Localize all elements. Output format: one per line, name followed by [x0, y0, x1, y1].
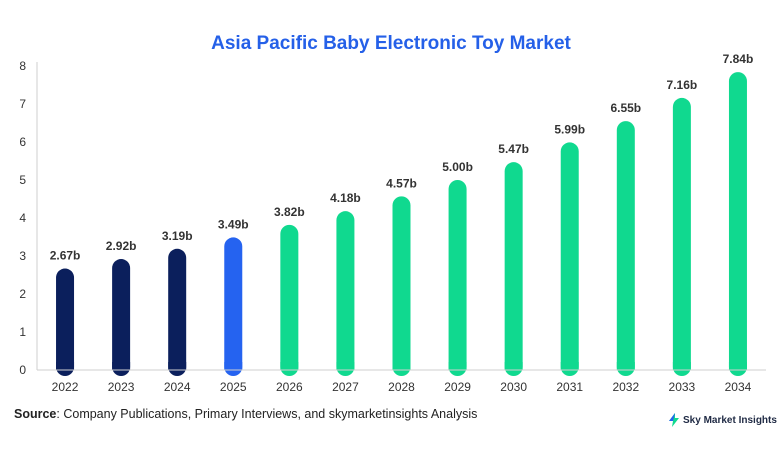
data-label: 7.84b [723, 52, 754, 66]
y-tick-label: 8 [19, 59, 26, 73]
x-tick-label: 2033 [669, 380, 696, 394]
bar [728, 72, 747, 376]
bar [112, 259, 131, 376]
x-tick-label: 2028 [388, 380, 415, 394]
bar-base [616, 362, 635, 370]
bar-base [448, 362, 467, 370]
y-tick-label: 6 [19, 135, 26, 149]
bar-base [672, 362, 691, 370]
x-tick-label: 2029 [444, 380, 471, 394]
data-label: 5.47b [498, 142, 529, 156]
y-tick-label: 2 [19, 287, 26, 301]
x-tick-label: 2023 [108, 380, 135, 394]
bar [616, 121, 635, 376]
brand-logo-icon [669, 413, 679, 427]
source-label: Source [14, 407, 57, 421]
bar [224, 237, 243, 376]
bar [504, 162, 523, 376]
data-label: 5.00b [442, 160, 473, 174]
bar-base [336, 362, 355, 370]
bar-base [280, 362, 299, 370]
source-note: Source: Company Publications, Primary In… [14, 407, 477, 421]
data-label: 3.19b [162, 229, 193, 243]
bar-base [56, 362, 75, 370]
y-tick-label: 0 [19, 363, 26, 377]
bar-base [392, 362, 411, 370]
x-tick-label: 2022 [52, 380, 79, 394]
source-text: : Company Publications, Primary Intervie… [56, 407, 478, 421]
bar [448, 180, 467, 376]
x-tick-label: 2024 [164, 380, 191, 394]
bar [280, 224, 299, 376]
bar [672, 97, 691, 377]
bar [392, 196, 411, 376]
data-label: 3.82b [274, 205, 305, 219]
bar-chart: 0 1 2 3 4 5 6 7 8 2.67b 2.92b 3.19b 3.49b 3.82b 4.18b… [19, 52, 766, 394]
bar-base [504, 362, 523, 370]
data-label: 3.49b [218, 217, 249, 231]
x-tick-label: 2031 [556, 380, 583, 394]
y-axis: 0 1 2 3 4 5 6 7 8 [19, 59, 38, 377]
bar [56, 268, 75, 376]
x-tick-label: 2027 [332, 380, 359, 394]
bar-base [168, 362, 187, 370]
bar [560, 142, 579, 376]
y-tick-label: 1 [19, 325, 26, 339]
bar [168, 248, 187, 376]
data-label: 5.99b [554, 122, 585, 136]
bar [336, 211, 355, 376]
data-labels: 2.67b 2.92b 3.19b 3.49b 3.82b 4.18b 4.57b 5.00b… [50, 52, 754, 262]
data-label: 6.55b [610, 101, 641, 115]
bars [56, 72, 747, 377]
data-label: 7.16b [667, 78, 698, 92]
bar-base [112, 362, 131, 370]
bar-base [224, 362, 243, 370]
data-label: 4.18b [330, 191, 361, 205]
chart-title: Asia Pacific Baby Electronic Toy Market [211, 33, 571, 54]
bar-base [728, 362, 747, 370]
x-tick-label: 2025 [220, 380, 247, 394]
x-axis: 2022 2023 2024 2025 2026 2027 2028 2029 2030 2031… [37, 369, 766, 394]
bar-base [560, 362, 579, 370]
data-label: 4.57b [386, 176, 417, 190]
y-tick-label: 5 [19, 173, 26, 187]
x-tick-label: 2030 [500, 380, 527, 394]
x-tick-label: 2026 [276, 380, 303, 394]
brand-name: Sky Market Insights [683, 414, 777, 426]
data-label: 2.92b [106, 239, 137, 253]
y-tick-label: 3 [19, 249, 26, 263]
brand-logo: Sky Market Insights [668, 413, 777, 427]
data-label: 2.67b [50, 249, 81, 263]
y-tick-label: 7 [19, 97, 26, 111]
x-tick-label: 2034 [725, 380, 752, 394]
x-tick-label: 2032 [612, 380, 639, 394]
y-tick-label: 4 [19, 211, 26, 225]
